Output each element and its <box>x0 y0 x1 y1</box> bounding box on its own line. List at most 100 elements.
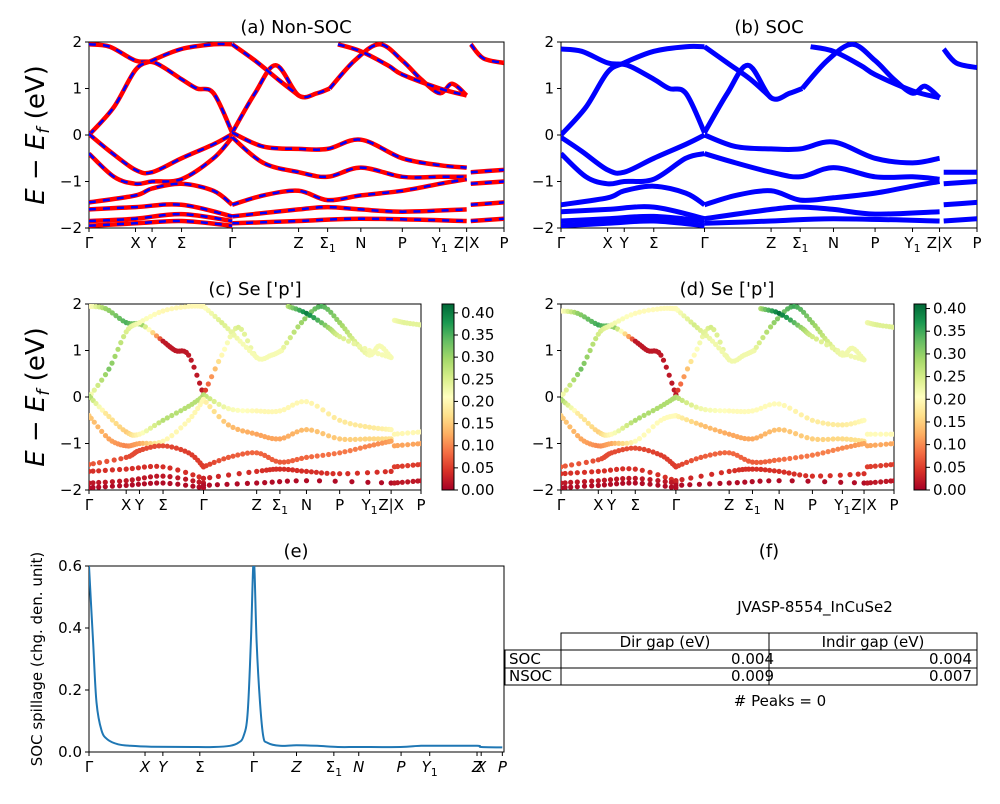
band-line <box>810 44 941 101</box>
band-point <box>96 404 102 410</box>
x-tick-label: Σ1 <box>319 234 335 255</box>
gap-table-col-indir: Indir gap (eV) <box>822 633 925 651</box>
band-point <box>169 412 175 419</box>
band-point <box>585 420 591 426</box>
band-point <box>561 391 566 397</box>
band-point <box>868 480 874 486</box>
band-point <box>805 478 811 484</box>
band-point <box>95 382 101 388</box>
band-line-dashed <box>470 217 504 223</box>
x-tick-label: Σ <box>649 234 658 252</box>
y-tick-label: −2 <box>60 481 82 499</box>
band-point <box>156 420 162 426</box>
band-point <box>117 424 123 430</box>
band-point <box>561 464 564 470</box>
band-point <box>624 446 630 452</box>
band-point <box>418 440 421 447</box>
band-point <box>183 482 189 488</box>
x-tick-label: X <box>593 496 603 514</box>
band-point <box>112 353 118 359</box>
band-point <box>303 454 310 460</box>
band-point <box>804 435 810 441</box>
band-point <box>215 473 221 479</box>
band-point <box>567 382 573 388</box>
plot-frame <box>88 41 505 229</box>
band-point <box>754 459 760 465</box>
band-point <box>90 468 96 474</box>
band-point <box>331 435 337 441</box>
band-point <box>140 440 146 446</box>
gap-table-cell: 0.007 <box>929 667 972 685</box>
band-point <box>745 458 752 464</box>
band-point <box>147 474 154 480</box>
band-point <box>669 380 675 386</box>
x-tick-label: Z <box>766 234 776 252</box>
x-tick-label: Σ1 <box>792 234 808 255</box>
band-point <box>225 422 231 428</box>
x-tick-label: Z|X <box>851 496 877 514</box>
band-line-dashed <box>89 219 233 227</box>
band-point <box>203 399 209 405</box>
x-tick-label: Γ <box>672 496 681 514</box>
band-point <box>671 387 677 393</box>
band-point <box>102 433 109 439</box>
band-point <box>697 340 703 346</box>
band-point <box>722 408 728 414</box>
band-point <box>662 479 668 485</box>
band-point <box>616 448 622 454</box>
band-point <box>646 448 652 454</box>
band-line <box>561 213 705 224</box>
band-point <box>717 408 723 414</box>
x-tick-label: P <box>498 758 508 776</box>
band-point <box>632 310 638 316</box>
x-tick-label: Σ <box>177 234 186 252</box>
band-point <box>309 454 315 460</box>
band-line <box>561 204 706 222</box>
band-point <box>622 331 628 337</box>
band-point <box>311 315 317 321</box>
band-point <box>91 387 97 393</box>
panel-a-nonsoc-bands: −2 −1 0 1 2 Γ X Y Σ Γ Z Σ1 N P Y1 Z|X P <box>60 33 509 255</box>
band-point <box>254 450 260 456</box>
band-point <box>281 435 287 441</box>
band-point <box>167 465 173 471</box>
band-point <box>787 429 793 435</box>
band-point <box>749 408 756 414</box>
band-point <box>410 430 416 436</box>
gap-table-cell: 0.004 <box>929 650 972 668</box>
colorbar-tick-label: 0.25 <box>461 370 494 388</box>
band-point <box>194 372 200 378</box>
band-point <box>758 466 764 472</box>
band-point <box>212 313 218 319</box>
band-point <box>730 451 736 457</box>
band-point <box>410 462 416 468</box>
band-point <box>230 453 236 459</box>
band-point <box>410 441 416 447</box>
band-point <box>117 483 123 489</box>
band-point <box>230 424 236 430</box>
y-tick-label: 1 <box>72 80 82 98</box>
band-point <box>883 431 889 437</box>
band-point <box>781 427 787 433</box>
band-point <box>839 422 846 428</box>
band-line-dashed <box>232 205 467 218</box>
band-point <box>241 331 248 337</box>
band-point <box>281 466 287 472</box>
band-point <box>331 313 337 319</box>
band-point <box>718 470 725 476</box>
band-point <box>109 417 115 423</box>
band-point <box>152 422 158 429</box>
band-point <box>662 474 668 480</box>
x-tick-label: Σ <box>195 758 204 776</box>
band-point <box>399 430 405 437</box>
band-line-dashed <box>89 203 233 218</box>
band-point <box>113 420 119 427</box>
band-point <box>584 354 590 360</box>
x-tick-label: Y <box>158 758 169 776</box>
x-tick-label: Y1 <box>903 234 920 255</box>
band-point <box>375 441 381 447</box>
band-point <box>209 374 215 380</box>
gap-table-row-label: SOC <box>509 650 541 668</box>
band-point <box>694 346 700 352</box>
band-line <box>561 46 707 134</box>
